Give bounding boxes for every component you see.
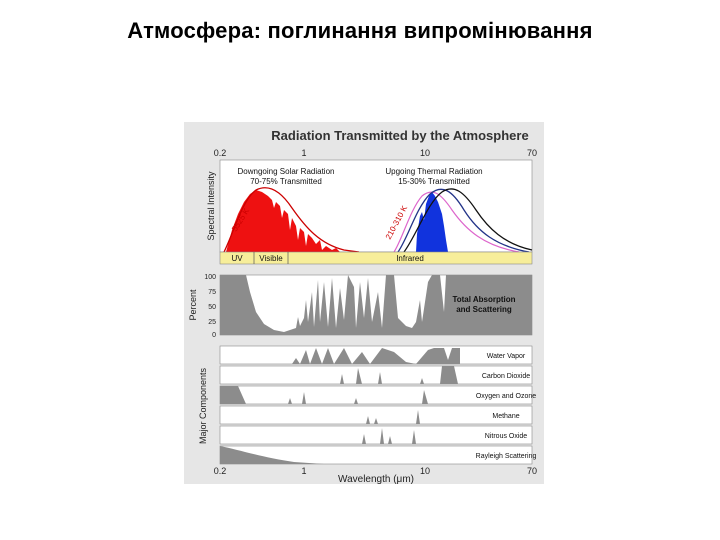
abs-tick-50: 50 [208, 304, 216, 311]
component-label-nitrous-oxide: Nitrous Oxide [485, 433, 528, 440]
spectrum-panel: Downgoing Solar Radiation 70-75% Transmi… [206, 159, 533, 253]
component-row-water-vapor: Water Vapor [219, 345, 533, 365]
component-label-oxygen-ozone: Oxygen and Ozone [476, 393, 536, 400]
abs-tick-25: 25 [208, 319, 216, 326]
bottom-tick-70: 70 [527, 466, 537, 476]
thermal-curve-pink [393, 191, 520, 253]
solar-label-1: Downgoing Solar Radiation [238, 167, 335, 176]
thermal-label-2: 15-30% Transmitted [398, 177, 470, 186]
thermal-transmitted-area [416, 192, 448, 252]
band-uv: UV [231, 254, 243, 263]
absorption-label-2: and Scattering [456, 305, 512, 314]
bottom-tick-1: 1 [301, 466, 306, 476]
top-tick-1: 1 [301, 148, 306, 158]
bottom-tick-10: 10 [420, 466, 430, 476]
abs-tick-100: 100 [204, 274, 216, 281]
top-tick-0.2: 0.2 [214, 148, 227, 158]
x-axis-label: Wavelength (μm) [338, 474, 414, 484]
component-label-carbon-dioxide: Carbon Dioxide [482, 373, 530, 380]
component-label-water-vapor: Water Vapor [487, 353, 526, 360]
absorption-y-label: Percent [188, 289, 198, 321]
absorption-label-1: Total Absorption [452, 295, 515, 304]
components-y-label: Major Components [198, 367, 208, 444]
component-row-methane: Methane [219, 405, 533, 425]
figure-title: Radiation Transmitted by the Atmosphere [271, 128, 528, 143]
thermal-curve-navy [397, 188, 530, 253]
component-label-methane: Methane [492, 413, 519, 420]
solar-transmitted-area [226, 190, 340, 252]
abs-tick-75: 75 [208, 289, 216, 296]
component-row-carbon-dioxide: Carbon Dioxide [219, 365, 533, 385]
thermal-curve-black [403, 188, 533, 253]
band-infrared: Infrared [396, 254, 424, 263]
thermal-label-1: Upgoing Thermal Radiation [385, 167, 482, 176]
slide-title: Атмосфера: поглинання випромінювання [127, 18, 593, 43]
component-row-oxygen-ozone: Oxygen and Ozone [219, 385, 536, 405]
spectrum-y-label: Spectral Intensity [206, 171, 216, 241]
components-panel: Water Vapor Carbon Dioxide Oxygen and Oz… [198, 345, 537, 465]
radiation-diagram: Radiation Transmitted by the Atmosphere … [188, 128, 537, 485]
abs-tick-0: 0 [212, 332, 216, 339]
absorption-panel: Total Absorption and Scattering 100 75 5… [188, 274, 533, 339]
component-label-rayleigh: Rayleigh Scattering [476, 453, 537, 460]
top-tick-70: 70 [527, 148, 537, 158]
solar-blackbody-curve [223, 187, 360, 253]
top-tick-10: 10 [420, 148, 430, 158]
band-visible: Visible [259, 254, 283, 263]
atmosphere-figure: Radiation Transmitted by the Atmosphere … [184, 122, 544, 485]
component-row-rayleigh: Rayleigh Scattering [219, 445, 537, 465]
solar-label-2: 70-75% Transmitted [250, 177, 322, 186]
band-bar: UV Visible Infrared [219, 251, 533, 265]
component-row-nitrous-oxide: Nitrous Oxide [219, 425, 533, 445]
total-absorption-area [220, 275, 532, 335]
bottom-tick-0.2: 0.2 [214, 466, 227, 476]
